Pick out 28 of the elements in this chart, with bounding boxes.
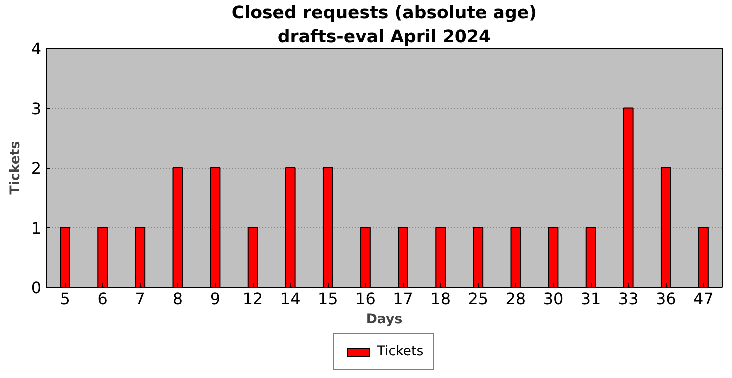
- x-tick-label: 7: [135, 290, 146, 308]
- x-tick-label: 14: [280, 290, 301, 308]
- x-tick-label: 31: [580, 290, 602, 308]
- x-tick-label: 15: [318, 290, 338, 308]
- chart-subtitle: drafts-eval April 2024: [278, 28, 492, 48]
- x-tick-label: 18: [430, 290, 452, 308]
- x-tick-label: 16: [356, 290, 376, 308]
- x-tick-label: 17: [393, 290, 414, 308]
- x-tick-label: 33: [618, 290, 639, 308]
- y-tick-label: 3: [31, 99, 42, 118]
- x-tick-label: 6: [98, 290, 108, 308]
- x-tick-label: 9: [210, 290, 221, 308]
- x-tick-label: 5: [60, 290, 70, 308]
- x-tick-label: 12: [242, 290, 264, 308]
- x-tick-label: 36: [656, 290, 676, 308]
- x-tick-label: 47: [694, 290, 714, 308]
- x-tick-label: 8: [172, 290, 184, 308]
- chart-title: Closed requests (absolute age): [232, 4, 538, 24]
- legend-label: Tickets: [377, 344, 424, 360]
- x-tick-label: 25: [468, 290, 489, 308]
- y-tick-label: 0: [31, 278, 42, 298]
- y-tick-label: 2: [31, 159, 42, 178]
- y-axis-title: Tickets: [8, 141, 24, 195]
- x-tick-label: 28: [506, 290, 526, 308]
- x-tick-label: 30: [543, 290, 564, 308]
- x-axis-title: Days: [366, 312, 403, 328]
- y-tick-label: 4: [31, 40, 42, 58]
- y-tick-label: 1: [31, 218, 42, 238]
